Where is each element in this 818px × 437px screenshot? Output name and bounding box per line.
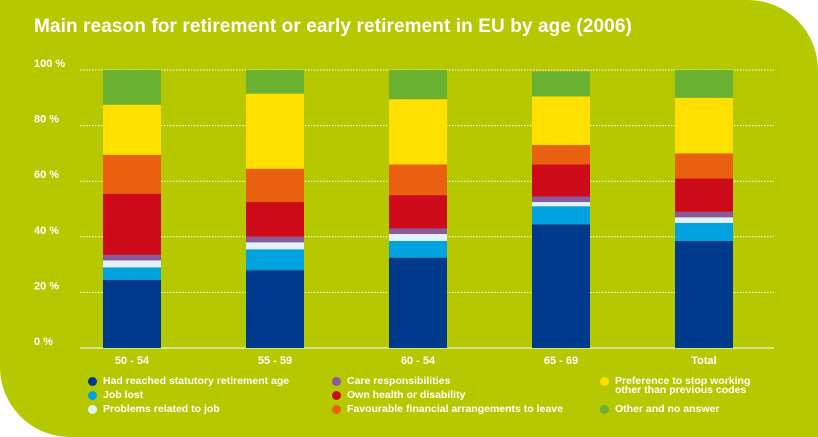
bar-segment (675, 153, 733, 179)
bar-segment (103, 279, 161, 348)
y-tick-label: 100 % (34, 58, 65, 70)
bar-segment (389, 195, 447, 229)
bar-segment (389, 99, 447, 165)
bar-segment (532, 224, 590, 348)
y-tick-label: 40 % (34, 225, 59, 237)
bar-segment (246, 168, 304, 203)
x-category-label: 50 - 54 (115, 355, 150, 367)
bar-segment (389, 240, 447, 258)
y-tick-label: 60 % (34, 169, 59, 181)
y-tick-label: 0 % (34, 336, 53, 348)
bar-segment (103, 193, 161, 255)
bar-segment (675, 240, 733, 348)
x-category-label: Total (691, 355, 716, 367)
bar-segment (246, 242, 304, 250)
bar-segment (103, 254, 161, 261)
bar-segment (532, 71, 590, 97)
bar-segment (675, 222, 733, 241)
bar-segment (532, 206, 590, 225)
bar-segment (246, 249, 304, 271)
bar-segment (389, 164, 447, 196)
bar-segment (675, 70, 733, 98)
bar-segment (389, 257, 447, 348)
x-category-label: 60 - 54 (401, 355, 436, 367)
bar-segment (246, 93, 304, 169)
bar-segment (103, 104, 161, 155)
x-category-label: 55 - 59 (258, 355, 292, 367)
y-tick-label: 80 % (34, 114, 59, 126)
bar-segment (103, 154, 161, 194)
bar-segment (246, 202, 304, 237)
bar-segment (389, 70, 447, 100)
bar-segment (246, 236, 304, 243)
bar-segment (675, 178, 733, 212)
bar-segment (532, 164, 590, 197)
bar-segment (675, 217, 733, 223)
bar-segment (103, 267, 161, 280)
bar-segment (246, 270, 304, 348)
bar-segment (675, 97, 733, 154)
bar-segment (389, 234, 447, 241)
bar-segment (532, 196, 590, 203)
bar-segment (532, 145, 590, 165)
bar-segment (103, 260, 161, 268)
bar-segment (103, 70, 161, 105)
bar-segment (246, 70, 304, 94)
bar-segment (389, 228, 447, 235)
chart-title: Main reason for retirement or early reti… (34, 16, 632, 37)
y-tick-label: 20 % (34, 280, 59, 292)
bar-segment (532, 202, 590, 207)
bar-segment (532, 96, 590, 146)
x-category-label: 65 - 69 (544, 355, 578, 367)
bar-segment (675, 211, 733, 218)
